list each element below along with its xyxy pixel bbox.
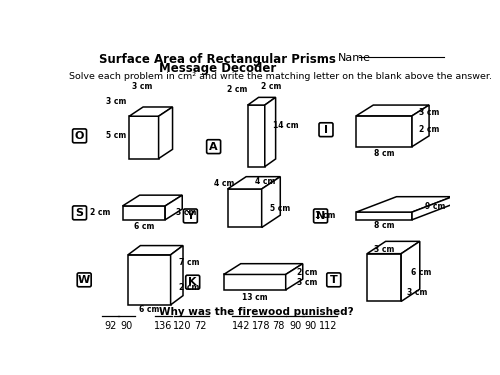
Text: 3 cm: 3 cm <box>176 209 197 218</box>
FancyBboxPatch shape <box>184 209 198 223</box>
Polygon shape <box>356 105 429 116</box>
Text: 136: 136 <box>154 321 172 331</box>
Text: 78: 78 <box>272 321 284 331</box>
Text: 6 cm: 6 cm <box>134 222 154 231</box>
Polygon shape <box>262 177 280 228</box>
Polygon shape <box>412 105 429 147</box>
Polygon shape <box>248 98 276 105</box>
Polygon shape <box>367 254 401 302</box>
Text: 9 cm: 9 cm <box>425 202 446 211</box>
Text: 1 cm: 1 cm <box>315 211 336 220</box>
Text: 90: 90 <box>120 321 132 331</box>
Text: T: T <box>330 275 338 285</box>
Text: 8 cm: 8 cm <box>374 220 394 230</box>
Polygon shape <box>286 264 303 290</box>
Text: Message Decoder: Message Decoder <box>159 62 276 75</box>
Polygon shape <box>265 98 276 166</box>
Text: 142: 142 <box>232 321 250 331</box>
FancyBboxPatch shape <box>72 129 86 143</box>
Text: K: K <box>188 277 197 287</box>
Polygon shape <box>158 107 172 159</box>
Text: Solve each problem in cm² and write the matching letter on the blank above the a: Solve each problem in cm² and write the … <box>68 72 492 81</box>
Text: 120: 120 <box>174 321 192 331</box>
Polygon shape <box>367 242 420 254</box>
Text: Name: Name <box>338 53 370 63</box>
Text: N: N <box>316 211 325 221</box>
Text: W: W <box>78 275 90 285</box>
Text: Why was the firewood punished?: Why was the firewood punished? <box>159 307 354 317</box>
Text: 3 cm: 3 cm <box>419 108 440 117</box>
Polygon shape <box>170 246 183 305</box>
FancyBboxPatch shape <box>319 123 333 136</box>
Text: 178: 178 <box>252 321 270 331</box>
Polygon shape <box>224 264 303 274</box>
Text: 14 cm: 14 cm <box>274 122 299 130</box>
Text: Y: Y <box>186 211 194 221</box>
Text: 90: 90 <box>289 321 301 331</box>
Polygon shape <box>412 197 453 220</box>
Polygon shape <box>129 107 172 116</box>
Text: 7 cm: 7 cm <box>179 258 199 267</box>
Text: 13 cm: 13 cm <box>242 293 268 302</box>
Text: I: I <box>324 125 328 135</box>
Text: 8 cm: 8 cm <box>374 149 394 158</box>
Text: 3 cm: 3 cm <box>374 246 394 255</box>
Text: 3 cm: 3 cm <box>132 82 152 91</box>
Text: S: S <box>76 208 84 218</box>
Polygon shape <box>228 177 280 189</box>
Text: 3 cm: 3 cm <box>296 278 317 286</box>
Text: 92: 92 <box>104 321 117 331</box>
FancyBboxPatch shape <box>206 140 220 154</box>
Text: 2 cm: 2 cm <box>226 84 247 93</box>
Text: Surface Area of Rectangular Prisms: Surface Area of Rectangular Prisms <box>99 53 336 66</box>
Text: 5 cm: 5 cm <box>106 131 126 140</box>
Text: 2 cm: 2 cm <box>179 283 199 292</box>
Polygon shape <box>356 212 412 220</box>
FancyBboxPatch shape <box>327 273 340 287</box>
Polygon shape <box>356 197 452 212</box>
FancyBboxPatch shape <box>186 275 200 289</box>
Polygon shape <box>356 116 412 147</box>
Polygon shape <box>248 105 265 166</box>
Text: 4 cm: 4 cm <box>214 179 234 188</box>
Polygon shape <box>129 116 158 159</box>
Text: 3 cm: 3 cm <box>106 98 126 106</box>
Polygon shape <box>228 189 262 228</box>
Text: 6 cm: 6 cm <box>139 305 160 314</box>
FancyBboxPatch shape <box>77 273 91 287</box>
Text: 112: 112 <box>319 321 338 331</box>
Text: 2 cm: 2 cm <box>90 209 110 218</box>
Polygon shape <box>122 206 165 220</box>
Text: 5 cm: 5 cm <box>270 204 290 213</box>
Text: O: O <box>75 131 84 141</box>
FancyBboxPatch shape <box>314 209 328 223</box>
Text: 3 cm: 3 cm <box>408 288 428 297</box>
Text: 90: 90 <box>304 321 316 331</box>
Text: 2 cm: 2 cm <box>261 82 281 91</box>
Polygon shape <box>128 255 170 305</box>
Polygon shape <box>128 246 183 255</box>
Polygon shape <box>165 195 182 220</box>
Text: 72: 72 <box>194 321 206 331</box>
Text: 2 cm: 2 cm <box>419 125 440 134</box>
Polygon shape <box>224 274 286 290</box>
Text: 4 cm: 4 cm <box>254 177 275 186</box>
Text: A: A <box>210 142 218 152</box>
Polygon shape <box>401 242 420 302</box>
FancyBboxPatch shape <box>72 206 86 220</box>
Text: 2 cm: 2 cm <box>296 268 317 277</box>
Text: 6 cm: 6 cm <box>411 268 432 277</box>
Polygon shape <box>122 195 182 206</box>
